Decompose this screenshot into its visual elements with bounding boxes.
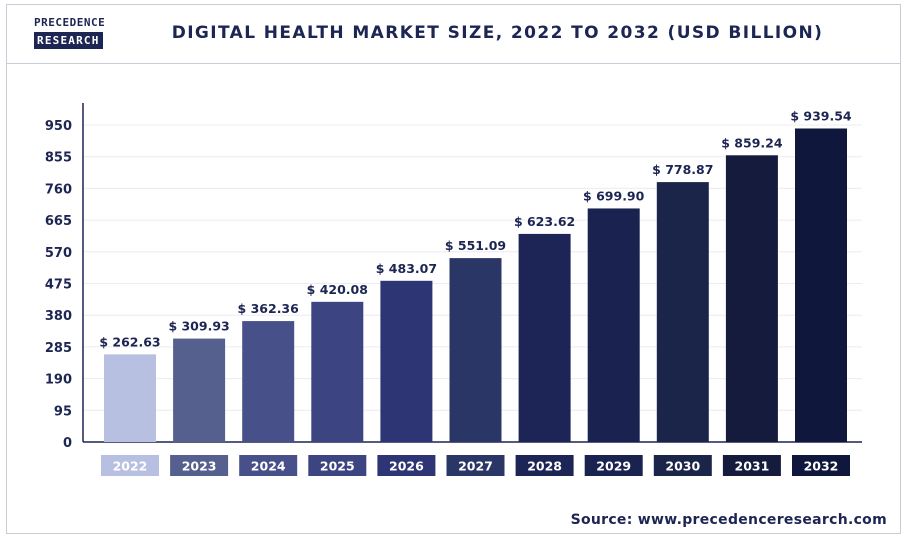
data-label: $ 420.08 — [307, 282, 368, 297]
x-tick-chip — [377, 455, 436, 476]
y-tick-label: 190 — [45, 373, 72, 388]
y-tick-label: 285 — [45, 341, 72, 356]
data-label: $ 778.87 — [652, 162, 713, 177]
data-label: $ 939.54 — [790, 108, 852, 123]
x-tick-label: 2027 — [458, 459, 493, 474]
precedence-research-logo: PRECEDENCE RESEARCH — [34, 14, 106, 54]
data-label: $ 309.93 — [168, 319, 229, 334]
x-tick-chip — [792, 455, 850, 476]
y-tick-label: 95 — [54, 404, 72, 419]
y-tick-label: 0 — [63, 436, 72, 451]
x-tick-label: 2023 — [182, 459, 217, 474]
data-label: $ 859.24 — [721, 135, 783, 150]
bar — [173, 338, 226, 442]
y-tick-label: 475 — [45, 278, 72, 293]
data-label: $ 362.36 — [238, 301, 300, 316]
y-tick-label: 380 — [45, 309, 72, 324]
x-tick-label: 2029 — [596, 459, 631, 474]
bar — [242, 321, 295, 442]
x-tick-chip — [101, 455, 159, 476]
source-note: Source: www.precedenceresearch.com — [570, 512, 887, 528]
bar — [587, 208, 640, 442]
x-tick-label: 2026 — [389, 459, 424, 474]
x-tick-label: 2022 — [113, 459, 148, 474]
bar — [104, 354, 156, 442]
chart-title: DIGITAL HEALTH MARKET SIZE, 2022 TO 2032… — [171, 23, 824, 43]
x-tick-label: 2030 — [665, 459, 700, 474]
x-tick-chip — [446, 455, 505, 476]
x-tick-label: 2025 — [320, 459, 355, 474]
bar — [725, 155, 778, 443]
data-label: $ 262.63 — [99, 334, 160, 349]
bar — [656, 182, 709, 442]
bar — [795, 128, 847, 442]
bar — [311, 301, 364, 442]
x-tick-chip — [653, 455, 712, 476]
x-tick-chip — [722, 455, 781, 476]
y-tick-label: 570 — [45, 246, 72, 261]
x-tick-chip — [584, 455, 643, 476]
bar — [518, 233, 571, 442]
y-tick-label: 855 — [45, 151, 72, 166]
data-label: $ 623.62 — [514, 214, 575, 229]
x-tick-label: 2031 — [735, 459, 770, 474]
data-label: $ 551.09 — [445, 238, 506, 253]
y-tick-label: 950 — [45, 119, 72, 134]
x-tick-label: 2032 — [804, 459, 839, 474]
y-tick-label: 665 — [45, 214, 72, 229]
bar — [380, 280, 433, 442]
y-tick-label: 760 — [45, 182, 72, 197]
logo-line-1: PRECEDENCE — [34, 16, 106, 29]
chart-header: PRECEDENCE RESEARCH DIGITAL HEALTH MARKE… — [7, 5, 900, 64]
x-tick-label: 2024 — [251, 459, 286, 474]
x-tick-chip — [515, 455, 574, 476]
bar — [449, 258, 502, 442]
data-label: $ 483.07 — [376, 261, 437, 276]
logo-line-2: RESEARCH — [34, 32, 103, 49]
x-tick-chip — [170, 455, 229, 476]
x-tick-chip — [239, 455, 298, 476]
data-label: $ 699.90 — [583, 188, 645, 203]
x-tick-chip — [308, 455, 367, 476]
x-tick-label: 2028 — [527, 459, 562, 474]
